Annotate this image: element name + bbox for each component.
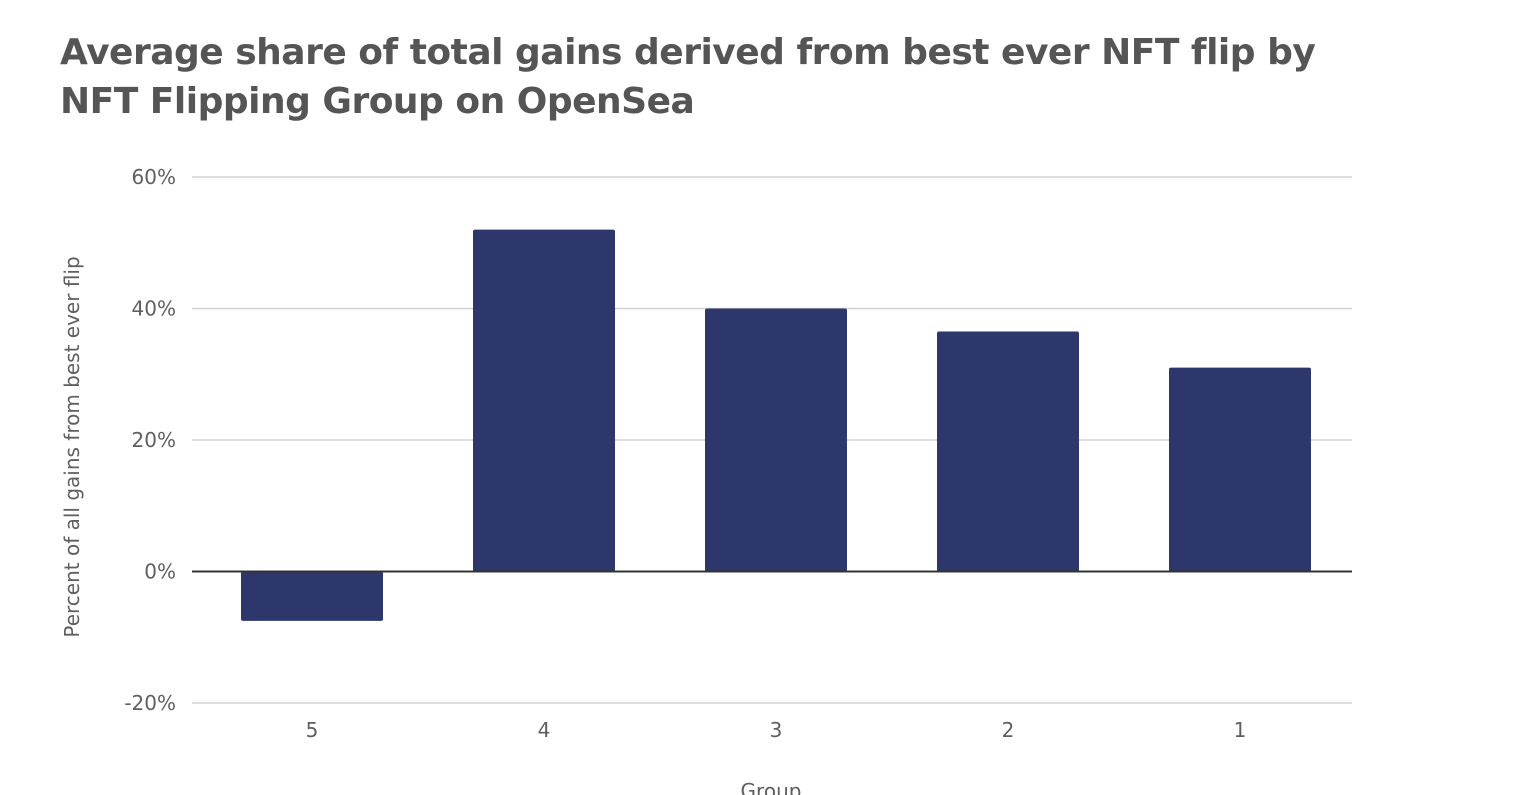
x-tick-label: 3: [770, 718, 783, 742]
y-tick-label: 0%: [144, 560, 176, 584]
y-tick-label: 40%: [132, 297, 176, 321]
bar-group-3: [705, 308, 847, 572]
x-axis-tick-labels: 5 4 3 2 1: [306, 718, 1247, 742]
x-tick-label: 5: [306, 718, 319, 742]
x-tick-label: 4: [538, 718, 551, 742]
y-tick-label: 60%: [132, 165, 176, 189]
chart-title: Average share of total gains derived fro…: [60, 32, 1316, 122]
y-axis-title: Percent of all gains from best ever flip: [60, 256, 84, 637]
bars: [241, 229, 1311, 621]
y-tick-label: 20%: [132, 428, 176, 452]
bar-group-2: [937, 331, 1079, 572]
x-axis-title: Group: [741, 779, 802, 795]
y-axis-tick-labels: -20% 0% 20% 40% 60%: [124, 165, 176, 715]
y-tick-label: -20%: [124, 691, 176, 715]
x-tick-label: 2: [1002, 718, 1015, 742]
bar-group-5: [241, 571, 383, 621]
bar-group-1: [1169, 367, 1311, 572]
bar-group-4: [473, 229, 615, 572]
x-tick-label: 1: [1234, 718, 1247, 742]
